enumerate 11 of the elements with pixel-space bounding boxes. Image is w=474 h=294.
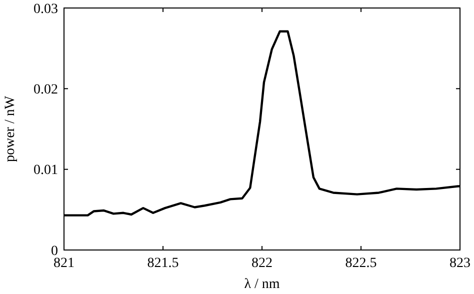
x-tick-label: 821 [54, 256, 74, 271]
x-tick-label: 823 [450, 256, 470, 271]
x-axis-title: λ / nm [244, 277, 280, 292]
y-tick-label: 0.01 [34, 163, 58, 178]
x-tick-label: 821.5 [147, 256, 179, 271]
x-tick-label: 822 [252, 256, 272, 271]
y-axis-title: power / nW [3, 95, 18, 162]
y-tick-label: 0.02 [34, 82, 58, 98]
y-tick-label: 0 [51, 244, 58, 259]
x-tick-label: 822.5 [345, 256, 377, 271]
y-tick-label: 0.03 [34, 2, 58, 17]
